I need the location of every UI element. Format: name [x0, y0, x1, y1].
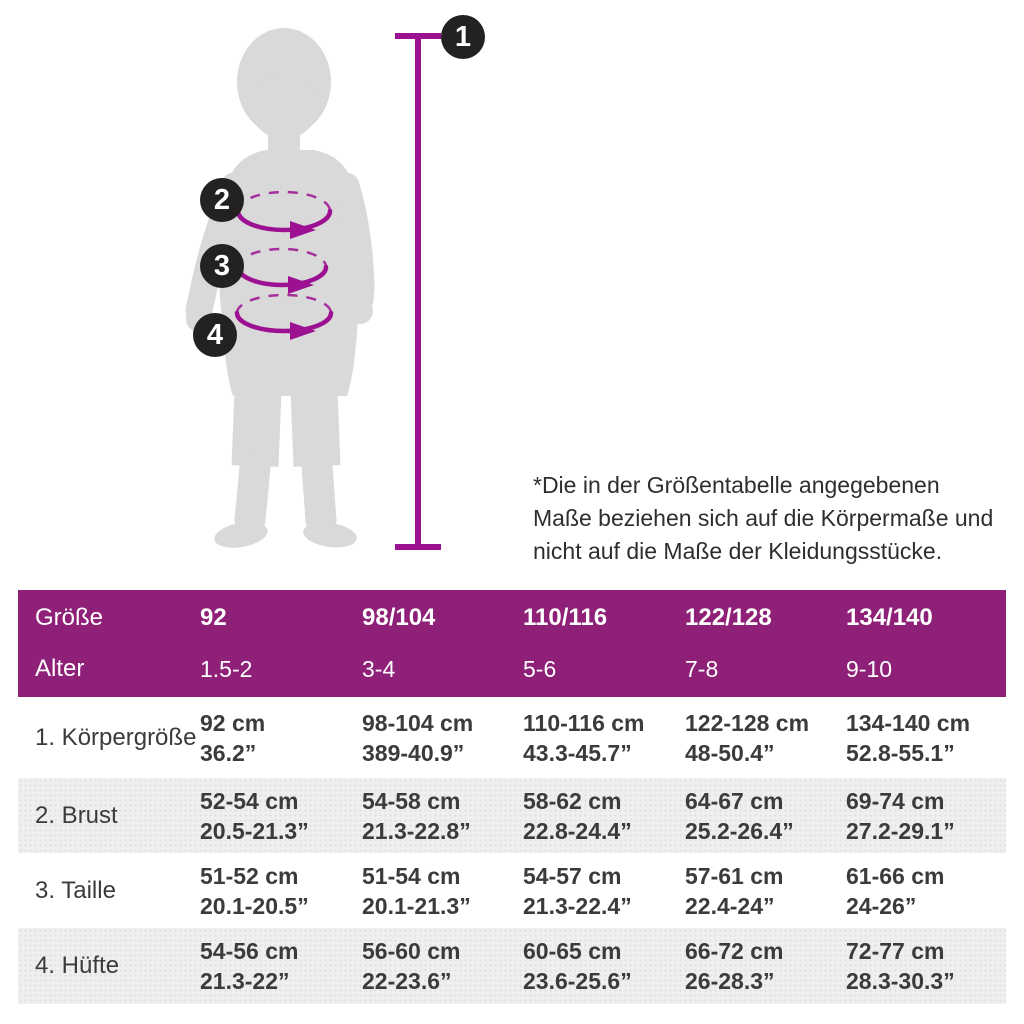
table-row-brust: 2. Brust 52-54 cm 20.5-21.3” 54-58 cm 21.3… [18, 778, 1006, 853]
header-size-98-104: 98/104 [362, 604, 436, 631]
header-size-122-128: 122/128 [685, 604, 772, 631]
header-age-label: Alter [35, 655, 85, 682]
cell-value: 58-62 cm 22.8-24.4” [523, 787, 632, 844]
cell-value: 61-66 cm 24-26” [846, 862, 945, 919]
cell-value: 64-67 cm 25.2-26.4” [685, 787, 794, 844]
header-age-3: 5-6 [523, 655, 557, 682]
header-age-2: 3-4 [362, 655, 396, 682]
chest-arrow-icon [290, 221, 316, 239]
cell-value: 98-104 cm 389-40.9” [362, 709, 474, 766]
cell-value: 110-116 cm 43.3-45.7” [523, 709, 645, 766]
cell-value: 54-57 cm 21.3-22.4” [523, 862, 632, 919]
marker-1-height-badge: 1 [441, 15, 485, 59]
header-age-1: 1.5-2 [200, 655, 253, 682]
waist-arrow-icon [288, 276, 314, 294]
header-size-92: 92 [200, 604, 227, 631]
marker-2-chest-badge: 2 [200, 178, 244, 222]
marker-4-number: 4 [206, 318, 224, 351]
cell-value: 51-52 cm 20.1-20.5” [200, 862, 309, 919]
note-line-2: Maße beziehen sich auf die Körpermaße un… [533, 505, 994, 531]
marker-4-hip-badge: 4 [193, 313, 237, 357]
table-row-koerpergroesse: 1. Körpergröße 92 cm 36.2” 98-104 cm 389-4… [18, 697, 1006, 778]
cell-value: 122-128 cm 48-50.4” [685, 709, 810, 766]
height-measure-line [395, 33, 441, 550]
cell-value: 92 cm 36.2” [200, 709, 266, 766]
cell-value: 60-65 cm 23.6-25.6” [523, 938, 632, 994]
table-row-taille: 3. Taille 51-52 cm 20.1-20.5” 51-54 cm 20.… [18, 853, 1006, 928]
note-line-3: nicht auf die Maße der Kleidungsstücke. [533, 538, 943, 564]
table-header: Größe 92 98/104 110/116 122/128 134/140 … [18, 590, 1006, 697]
table-row-huefte: 4. Hüfte 54-56 cm 21.3-22” 56-60 cm 22-23.… [18, 928, 1006, 1004]
hip-measure-ellipse [234, 293, 334, 340]
row-label: 1. Körpergröße [35, 723, 197, 751]
cell-value: 72-77 cm 28.3-30.3” [846, 938, 955, 994]
cell-value: 69-74 cm 27.2-29.1” [846, 787, 955, 844]
child-measurement-diagram [185, 28, 441, 550]
size-table: Größe 92 98/104 110/116 122/128 134/140 … [18, 590, 1006, 1004]
hip-arrow-icon [290, 322, 316, 340]
row-label: 4. Hüfte [35, 952, 120, 979]
cell-value: 56-60 cm 22-23.6” [362, 938, 461, 994]
header-size-row: Größe 92 98/104 110/116 122/128 134/140 [18, 595, 1006, 641]
marker-2-number: 2 [213, 183, 231, 216]
header-size-110-116: 110/116 [523, 604, 608, 631]
header-age-row: Alter 1.5-2 3-4 5-6 7-8 9-10 [18, 646, 1006, 692]
marker-1-number: 1 [454, 20, 472, 53]
cell-value: 52-54 cm 20.5-21.3” [200, 787, 309, 844]
row-label: 3. Taille [35, 876, 116, 904]
header-size-label: Größe [35, 604, 104, 631]
header-age-4: 7-8 [685, 655, 719, 682]
row-label: 2. Brust [35, 801, 118, 829]
cell-value: 134-140 cm 52.8-55.1” [846, 709, 971, 766]
cell-value: 51-54 cm 20.1-21.3” [362, 862, 471, 919]
marker-3-waist-badge: 3 [200, 244, 244, 288]
header-age-5: 9-10 [846, 655, 893, 682]
cell-value: 66-72 cm 26-28.3” [685, 938, 784, 994]
header-size-134-140: 134/140 [846, 604, 933, 631]
marker-3-number: 3 [213, 249, 231, 282]
note-line-1: *Die in der Größentabelle angegebenen [533, 472, 940, 498]
cell-value: 57-61 cm 22.4-24” [685, 862, 784, 919]
child-silhouette [185, 28, 375, 548]
cell-value: 54-56 cm 21.3-22” [200, 938, 299, 994]
cell-value: 54-58 cm 21.3-22.8” [362, 787, 471, 844]
measurement-note: *Die in der Größentabelle angegebenen Ma… [533, 469, 993, 568]
